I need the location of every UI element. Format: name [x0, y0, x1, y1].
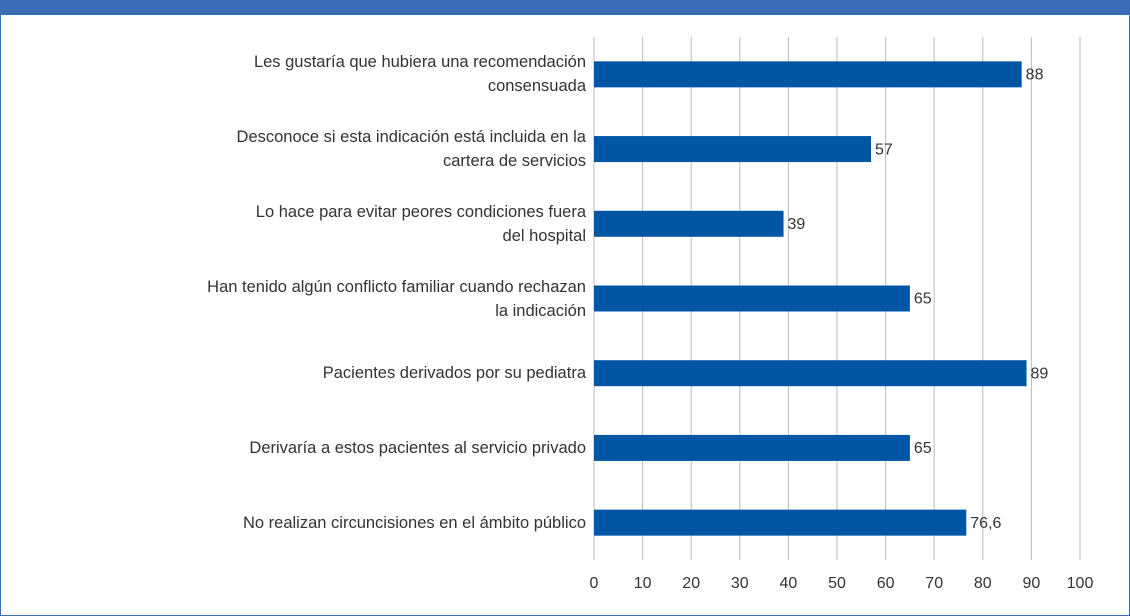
bar: [594, 434, 910, 461]
x-tick-label: 0: [590, 575, 599, 592]
x-tick-label: 90: [1023, 575, 1041, 592]
header-strip: [0, 0, 1130, 15]
x-tick-label: 50: [828, 575, 846, 592]
y-tick-label: Derivaría a estos pacientes al servicio …: [249, 438, 586, 457]
data-label: 88: [1026, 67, 1044, 84]
x-tick-label: 100: [1067, 575, 1094, 592]
y-tick-label: Les gustaría que hubiera una recomendaci…: [253, 53, 586, 96]
bar: [594, 360, 1027, 387]
x-tick-label: 70: [925, 575, 943, 592]
x-tick-label: 60: [877, 575, 895, 592]
y-tick-label: Han tenido algún conflicto familiar cuan…: [207, 277, 586, 320]
data-label: 65: [914, 291, 932, 308]
data-label: 39: [788, 216, 806, 233]
bar: [594, 509, 967, 536]
data-label: 76,6: [970, 515, 1001, 532]
data-label: 65: [914, 440, 932, 457]
bar: [594, 61, 1022, 88]
x-tick-label: 30: [731, 575, 749, 592]
x-tick-label: 10: [634, 575, 652, 592]
y-tick-label: No realizan circuncisiones en el ámbito …: [242, 513, 586, 532]
bar: [594, 285, 910, 312]
x-tick-label: 40: [780, 575, 798, 592]
x-tick-label: 20: [682, 575, 700, 592]
data-label: 89: [1031, 365, 1049, 382]
x-tick-label: 80: [974, 575, 992, 592]
data-label: 57: [875, 141, 893, 158]
y-tick-label: Pacientes derivados por su pediatra: [322, 364, 586, 383]
bar: [594, 136, 872, 163]
bar: [594, 210, 784, 237]
y-tick-label: Desconoce si esta indicación está inclui…: [236, 128, 586, 171]
y-tick-label: Lo hace para evitar peores condiciones f…: [255, 202, 586, 245]
